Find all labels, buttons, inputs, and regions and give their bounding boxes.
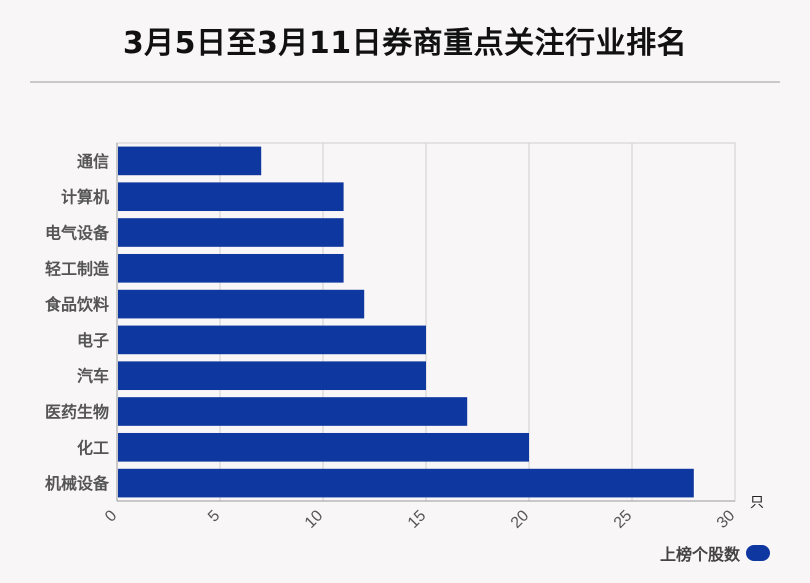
y-category-label: 计算机 — [61, 188, 109, 207]
y-category-label: 电气设备 — [45, 224, 110, 243]
x-tick-label: 30 — [714, 507, 739, 532]
bar — [118, 146, 262, 176]
x-tick-label: 25 — [611, 507, 636, 532]
y-category-label: 汽车 — [77, 367, 109, 386]
bar — [118, 218, 344, 247]
bar — [118, 361, 426, 391]
y-category-label: 化工 — [77, 438, 109, 457]
bar — [118, 397, 468, 426]
title-divider — [30, 81, 780, 83]
chart-title: 3月5日至3月11日券商重点关注行业排名 — [122, 26, 688, 61]
bar — [118, 182, 344, 212]
legend-label: 上榜个股数 — [659, 545, 740, 564]
x-tick-label: 10 — [302, 507, 327, 532]
y-category-label: 医药生物 — [45, 403, 109, 422]
x-tick-label: 5 — [205, 507, 223, 525]
x-unit-label: 只 — [750, 495, 764, 511]
legend: 上榜个股数 — [660, 541, 770, 565]
x-tick-label: 0 — [102, 507, 120, 525]
y-category-label: 机械设备 — [45, 474, 110, 493]
x-tick-label: 20 — [508, 507, 533, 532]
y-category-label: 轻工制造 — [45, 259, 110, 278]
x-tick-label: 15 — [405, 507, 430, 532]
legend-swatch — [746, 545, 770, 561]
bar — [118, 432, 529, 462]
bar — [118, 325, 426, 355]
bar — [118, 468, 694, 498]
bar — [118, 289, 365, 319]
y-category-label: 食品饮料 — [44, 295, 109, 314]
y-category-label: 通信 — [77, 152, 109, 171]
bar — [118, 253, 344, 283]
y-category-label: 电子 — [77, 331, 109, 350]
